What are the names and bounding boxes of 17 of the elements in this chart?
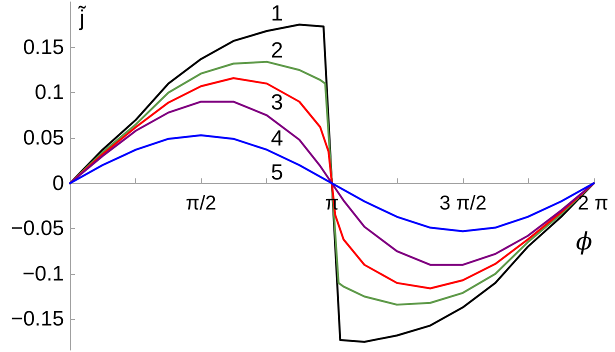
x-axis-title: ϕ (576, 227, 592, 256)
annotation: 3 (270, 90, 284, 114)
y-tick-label: 0.15 (23, 36, 64, 59)
annotation: 2 (270, 38, 284, 62)
y-tick-label: −0.05 (10, 217, 64, 240)
y-axis-title: j̃ (77, 5, 86, 30)
annotation: 5 (270, 160, 284, 184)
y-tick-label: 0.1 (34, 81, 64, 104)
y-tick-label: 0.05 (23, 126, 64, 150)
y-tick-label: −0.1 (22, 262, 64, 286)
x-tick-label: 3 π/2 (439, 192, 487, 214)
y-tick-label: −0.15 (10, 308, 64, 331)
x-tick-label: π/2 (186, 192, 216, 214)
y-tick-label: 0 (52, 172, 64, 195)
annotation: 1 (270, 0, 284, 26)
x-tick-label: 2 π (578, 192, 608, 214)
annotation: 4 (270, 126, 284, 150)
